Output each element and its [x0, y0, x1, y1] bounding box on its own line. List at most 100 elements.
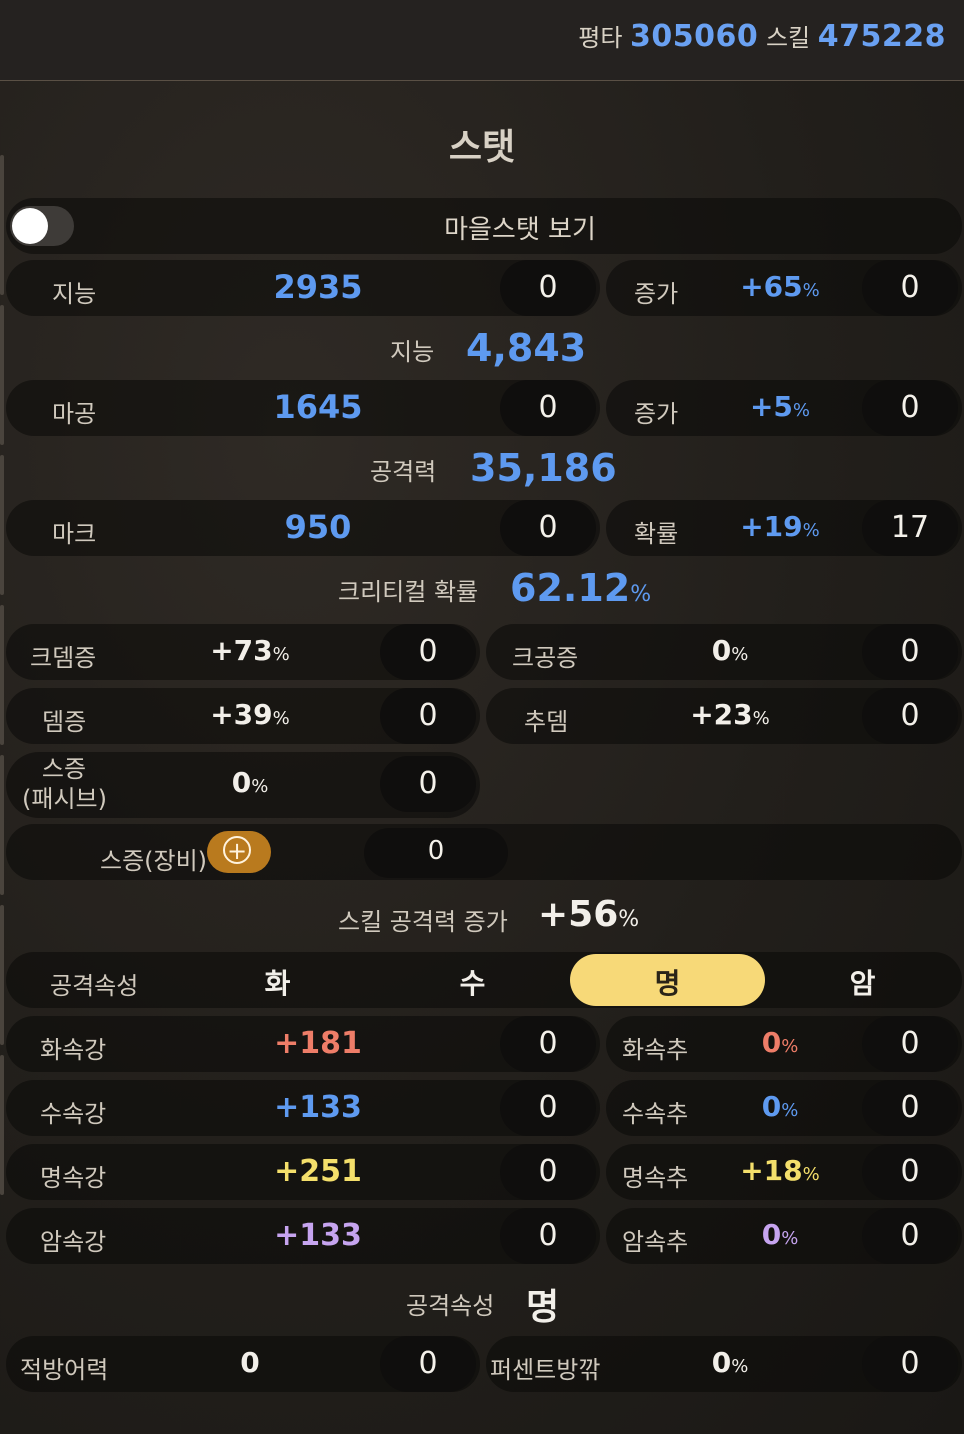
water-value: +133 — [274, 1090, 362, 1125]
int-value: 2935 — [273, 268, 363, 306]
skill-passive-input[interactable] — [380, 756, 476, 812]
dark-add-input[interactable] — [862, 1208, 958, 1264]
skill-equip-label: 스증(장비) — [100, 847, 208, 875]
int-input[interactable] — [500, 260, 596, 316]
light-add-value: +18% — [740, 1154, 820, 1187]
crit-atk-input[interactable] — [862, 624, 958, 680]
attr-result-value: 명 — [526, 1287, 560, 1328]
village-stat-label: 마을스탯 보기 — [444, 215, 596, 245]
village-stat-row — [6, 198, 962, 254]
water-add-input[interactable] — [862, 1080, 958, 1136]
enemy-def-input-value: 0 — [418, 1346, 438, 1381]
skill-label: 스킬 — [765, 24, 811, 52]
int-inc-value: +65% — [740, 270, 820, 303]
left-edge-tab — [0, 455, 4, 595]
add-equip-button[interactable]: + — [207, 831, 271, 873]
dark-add-label: 암속추 — [622, 1228, 689, 1256]
normal-attack-label: 평타 — [578, 24, 623, 52]
dmg-inc-value: +39% — [210, 698, 290, 731]
damage-summary: 평타 305060 스킬 475228 — [578, 18, 946, 54]
mag-inc-input[interactable] — [862, 380, 958, 436]
fire-add-label: 화속추 — [622, 1036, 689, 1064]
light-input[interactable] — [500, 1144, 596, 1200]
dark-add-input-value: 0 — [900, 1218, 920, 1253]
attr-option-fire[interactable]: 화 — [264, 967, 291, 1000]
mark-input[interactable] — [500, 500, 596, 556]
fire-input[interactable] — [500, 1016, 596, 1072]
pct-def-value: 0% — [711, 1346, 749, 1379]
crit-rate-label: 확률 — [634, 520, 679, 548]
left-edge-tab — [0, 305, 4, 445]
mag-inc-value: +5% — [749, 390, 811, 423]
mark-label: 마크 — [52, 520, 97, 548]
top-bar: 평타 305060 스킬 475228 — [0, 0, 964, 81]
int-total-value: 4,843 — [466, 326, 587, 370]
fire-label: 화속강 — [40, 1036, 107, 1064]
crit-dmg-label: 크뎀증 — [30, 644, 97, 672]
water-add-input-value: 0 — [900, 1090, 920, 1125]
toggle-knob — [12, 208, 48, 244]
crit-total-value: 62.12% — [510, 566, 652, 610]
light-add-input-value: 0 — [900, 1154, 920, 1189]
crit-rate-input[interactable] — [862, 500, 958, 556]
enemy-def-value: 0 — [240, 1346, 260, 1379]
light-input-value: 0 — [538, 1154, 558, 1189]
dark-label: 암속강 — [40, 1228, 107, 1256]
water-add-value: 0% — [761, 1090, 799, 1123]
crit-dmg-value: +73% — [210, 634, 290, 667]
add-dmg-value: +23% — [690, 698, 770, 731]
add-dmg-input-value: 0 — [900, 698, 920, 733]
fire-add-input[interactable] — [862, 1016, 958, 1072]
crit-atk-input-value: 0 — [900, 634, 920, 669]
dark-input[interactable] — [500, 1208, 596, 1264]
add-dmg-label: 추뎀 — [524, 708, 569, 736]
skill-passive-label: 스증 (패시브) — [22, 755, 107, 813]
plus-icon: + — [223, 836, 251, 864]
fire-add-input-value: 0 — [900, 1026, 920, 1061]
int-inc-input[interactable] — [862, 260, 958, 316]
skill-equip-input-value: 0 — [427, 836, 445, 866]
mag-inc-input-value: 0 — [900, 390, 920, 425]
light-value: +251 — [274, 1154, 362, 1189]
mag-label: 마공 — [52, 400, 97, 428]
dmg-inc-input[interactable] — [380, 688, 476, 744]
mag-input[interactable] — [500, 380, 596, 436]
crit-rate-input-value: 17 — [890, 510, 930, 545]
fire-value: +181 — [274, 1026, 362, 1061]
left-edge-tab — [0, 155, 4, 295]
village-stat-toggle[interactable] — [10, 206, 74, 246]
light-label: 명속강 — [40, 1164, 107, 1192]
attr-select-row — [6, 952, 962, 1008]
attr-option-dark[interactable]: 암 — [849, 967, 876, 1000]
water-input-value: 0 — [538, 1090, 558, 1125]
crit-dmg-input-value: 0 — [418, 634, 438, 669]
light-add-input[interactable] — [862, 1144, 958, 1200]
mag-input-value: 0 — [538, 390, 558, 425]
crit-rate-value: +19% — [740, 510, 820, 543]
attack-total-value: 35,186 — [470, 446, 617, 490]
attr-select-label: 공격속성 — [50, 972, 139, 1000]
add-dmg-input[interactable] — [862, 688, 958, 744]
water-input[interactable] — [500, 1080, 596, 1136]
left-edge-tab — [0, 905, 4, 1045]
attr-selected-highlight — [570, 954, 765, 1006]
int-label: 지능 — [52, 280, 97, 308]
enemy-def-input[interactable] — [380, 1336, 476, 1392]
left-edge-tab — [0, 755, 4, 895]
dmg-inc-input-value: 0 — [418, 698, 438, 733]
crit-total-label: 크리티컬 확률 — [338, 578, 479, 606]
attr-option-water[interactable]: 수 — [459, 967, 486, 1000]
mag-inc-label: 증가 — [634, 400, 679, 428]
pct-def-input[interactable] — [862, 1336, 958, 1392]
mark-value: 950 — [284, 508, 352, 546]
attr-result-label: 공격속성 — [406, 1292, 495, 1320]
normal-attack-value: 305060 — [630, 19, 759, 54]
int-inc-label: 증가 — [634, 280, 679, 308]
dark-input-value: 0 — [538, 1218, 558, 1253]
crit-atk-label: 크공증 — [512, 644, 579, 672]
page-title: 스탯 — [448, 127, 516, 168]
skill-passive-input-value: 0 — [418, 766, 438, 801]
skill-equip-input[interactable] — [364, 828, 508, 878]
attr-option-light[interactable]: 명 — [654, 967, 681, 1000]
crit-dmg-input[interactable] — [380, 624, 476, 680]
